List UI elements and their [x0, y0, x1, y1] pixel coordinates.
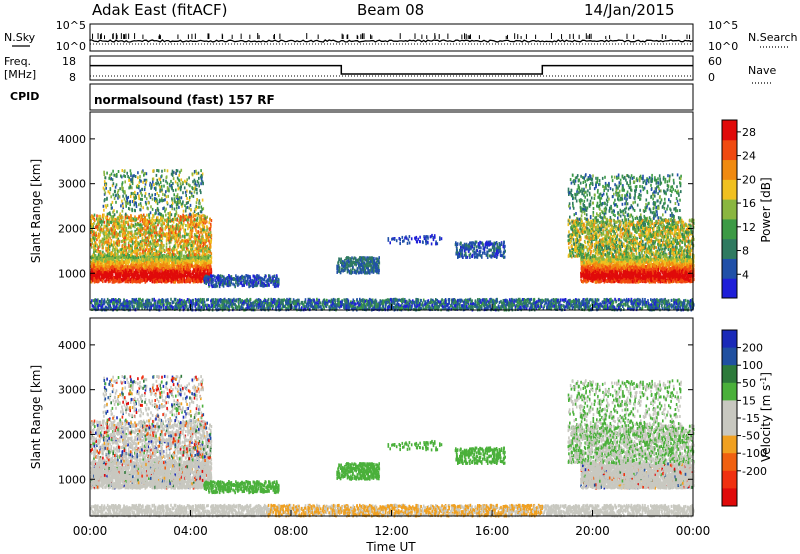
nave-label: Nave: [748, 64, 776, 77]
freq-trace: [90, 66, 693, 76]
noise-left-tick-bottom: 10^0: [56, 40, 86, 53]
nsky-line: [90, 40, 693, 42]
freq-left-tick-top: 18: [62, 55, 76, 68]
noise-left-tick-top: 10^5: [56, 19, 86, 32]
noise-right-tick-top: 10^5: [708, 19, 738, 32]
freq-right-tick-bottom: 0: [708, 71, 715, 84]
cpid-label: CPID: [10, 90, 39, 103]
radar-figure: Adak East (fitACF) Beam 08 14/Jan/2015 N…: [0, 0, 800, 554]
nsearch-label: N.Search: [748, 31, 798, 44]
freq-label: Freq.: [4, 55, 31, 68]
nsky-label: N.Sky: [4, 31, 36, 44]
station-title: Adak East (fitACF): [92, 1, 227, 19]
freq-left-tick-bottom: 8: [69, 71, 76, 84]
freq-right-tick-top: 60: [708, 55, 722, 68]
noise-right-tick-bottom: 10^0: [708, 40, 738, 53]
date-title: 14/Jan/2015: [584, 1, 675, 19]
beam-title: Beam 08: [357, 1, 424, 19]
cpid-value: normalsound (fast) 157 RF: [94, 93, 275, 107]
power-point: [137, 273, 139, 276]
freq-line: [90, 66, 693, 74]
power-scatter: [90, 169, 695, 312]
noise-panel-frame: [90, 24, 693, 51]
nsky-trace: [90, 33, 693, 44]
mhz-label: [MHz]: [4, 68, 36, 81]
